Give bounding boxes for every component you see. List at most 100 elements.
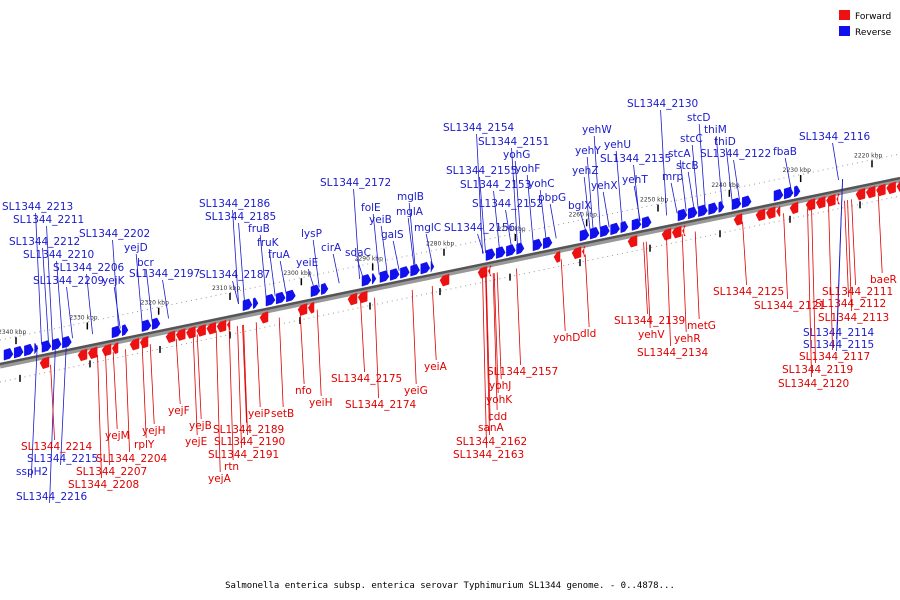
forward-gene-label[interactable]: yeiA (424, 361, 448, 373)
reverse-gene-label[interactable]: SL1344_2216 (16, 491, 88, 503)
reverse-gene-label[interactable]: SL1344_2197 (129, 268, 200, 280)
reverse-gene-arrow[interactable] (141, 319, 152, 333)
reverse-gene-arrow[interactable] (420, 261, 431, 275)
forward-gene-arrow[interactable] (206, 322, 217, 335)
reverse-gene-label[interactable]: SL1344_2211 (13, 214, 84, 226)
forward-gene-arrow[interactable] (111, 342, 119, 355)
forward-gene-arrow[interactable] (671, 225, 682, 239)
reverse-gene-arrow[interactable] (731, 197, 742, 211)
reverse-gene-label[interactable]: SL1344_2213 (2, 201, 73, 213)
reverse-gene-arrow[interactable] (41, 340, 52, 353)
forward-gene-label[interactable]: SL1344_2117 (799, 351, 870, 363)
reverse-gene-label[interactable]: yehW (582, 124, 612, 136)
reverse-gene-label[interactable]: SL1344_2206 (53, 262, 125, 274)
reverse-gene-label[interactable]: stcC (680, 133, 703, 145)
forward-gene-label[interactable]: SL1344_2208 (68, 479, 139, 491)
forward-gene-arrow[interactable] (571, 246, 582, 260)
reverse-gene-label[interactable]: galS (381, 229, 404, 241)
reverse-gene-label[interactable]: SL1344_2215 (27, 453, 98, 465)
reverse-gene-label[interactable]: thiM (704, 124, 727, 136)
reverse-gene-label[interactable]: SL1344_2154 (443, 122, 515, 134)
reverse-gene-arrow[interactable] (13, 345, 24, 359)
forward-gene-label[interactable]: metG (687, 320, 716, 332)
reverse-gene-arrow[interactable] (532, 238, 543, 252)
reverse-gene-arrow[interactable] (320, 282, 329, 295)
reverse-gene-arrow[interactable] (111, 325, 122, 339)
reverse-gene-arrow[interactable] (506, 244, 516, 257)
forward-gene-label[interactable]: dld (580, 328, 596, 340)
reverse-gene-arrow[interactable] (62, 335, 72, 349)
reverse-gene-arrow[interactable] (410, 264, 420, 277)
forward-gene-label[interactable]: yejB (189, 420, 212, 432)
forward-gene-label[interactable]: setB (271, 408, 294, 420)
forward-gene-arrow[interactable] (855, 187, 866, 201)
forward-gene-arrow[interactable] (755, 208, 766, 222)
reverse-gene-label[interactable]: pbpG (538, 192, 566, 204)
reverse-gene-arrow[interactable] (34, 342, 39, 355)
forward-gene-label[interactable]: SL1344_2113 (818, 312, 889, 324)
forward-gene-label[interactable]: cdd (488, 411, 507, 423)
reverse-gene-arrow[interactable] (687, 206, 698, 220)
reverse-gene-arrow[interactable] (718, 201, 725, 213)
forward-gene-arrow[interactable] (789, 201, 799, 215)
reverse-gene-label[interactable]: bglX (568, 200, 591, 212)
reverse-gene-arrow[interactable] (741, 195, 752, 209)
reverse-gene-label[interactable]: cirA (321, 242, 342, 254)
reverse-gene-label[interactable]: mglA (396, 206, 424, 218)
reverse-gene-label[interactable]: SL1344_2186 (199, 198, 271, 210)
reverse-gene-label[interactable]: sspH2 (16, 466, 48, 478)
forward-gene-arrow[interactable] (826, 194, 836, 207)
reverse-gene-label[interactable]: yohF (515, 163, 540, 175)
reverse-gene-arrow[interactable] (286, 289, 296, 303)
reverse-gene-label[interactable]: SL1344_2130 (627, 98, 698, 110)
forward-gene-arrow[interactable] (581, 246, 586, 258)
reverse-gene-arrow[interactable] (121, 324, 129, 337)
forward-gene-label[interactable]: SL1344_2121 (754, 300, 825, 312)
reverse-gene-label[interactable]: fruK (257, 237, 280, 249)
forward-gene-arrow[interactable] (553, 250, 561, 263)
reverse-gene-label[interactable]: stcA (668, 148, 691, 160)
reverse-gene-label[interactable]: yehT (622, 174, 648, 186)
reverse-gene-label[interactable]: sdaC (345, 247, 371, 259)
forward-gene-arrow[interactable] (815, 196, 826, 209)
reverse-gene-label[interactable]: mrp (662, 171, 684, 183)
forward-gene-arrow[interactable] (165, 330, 176, 344)
reverse-gene-label[interactable]: mglB (397, 191, 424, 203)
forward-gene-label[interactable]: SL1344_2207 (76, 466, 147, 478)
reverse-gene-label[interactable]: SL1344_2153 (460, 179, 531, 191)
forward-gene-arrow[interactable] (259, 311, 269, 324)
forward-gene-arrow[interactable] (733, 213, 743, 226)
reverse-gene-label[interactable]: yeiE (296, 257, 318, 269)
reverse-gene-label[interactable]: bcr (137, 257, 154, 269)
forward-gene-arrow[interactable] (682, 225, 686, 237)
reverse-gene-label[interactable]: thiD (714, 136, 736, 148)
reverse-gene-label[interactable]: fbaB (773, 146, 797, 158)
forward-gene-arrow[interactable] (357, 290, 368, 304)
reverse-gene-arrow[interactable] (3, 348, 14, 361)
forward-gene-label[interactable]: SL1344_2163 (453, 449, 524, 461)
forward-gene-label[interactable]: SL1344_2204 (96, 453, 168, 465)
forward-gene-arrow[interactable] (216, 319, 227, 333)
forward-gene-label[interactable]: SL1344_2120 (778, 378, 849, 390)
reverse-gene-arrow[interactable] (620, 220, 629, 234)
forward-gene-arrow[interactable] (886, 181, 896, 195)
forward-gene-label[interactable]: yohD (553, 332, 580, 344)
forward-gene-label[interactable]: sanA (478, 422, 505, 434)
reverse-gene-arrow[interactable] (430, 260, 435, 272)
forward-gene-label[interactable]: yejH (142, 425, 166, 437)
forward-gene-arrow[interactable] (805, 198, 816, 211)
forward-gene-label[interactable]: SL1344_2162 (456, 436, 527, 448)
reverse-gene-arrow[interactable] (698, 204, 708, 218)
reverse-gene-label[interactable]: mglC (414, 222, 441, 234)
reverse-gene-arrow[interactable] (542, 236, 553, 250)
reverse-gene-arrow[interactable] (677, 208, 688, 222)
reverse-gene-label[interactable]: SL1344_2155 (446, 165, 517, 177)
forward-gene-label[interactable]: nfo (295, 385, 312, 397)
forward-gene-arrow[interactable] (101, 343, 112, 357)
reverse-gene-arrow[interactable] (24, 343, 34, 357)
reverse-gene-arrow[interactable] (51, 338, 62, 351)
forward-gene-label[interactable]: SL1344_2214 (21, 441, 93, 453)
reverse-gene-arrow[interactable] (389, 268, 400, 281)
forward-gene-arrow[interactable] (175, 328, 186, 341)
forward-gene-arrow[interactable] (477, 266, 488, 279)
